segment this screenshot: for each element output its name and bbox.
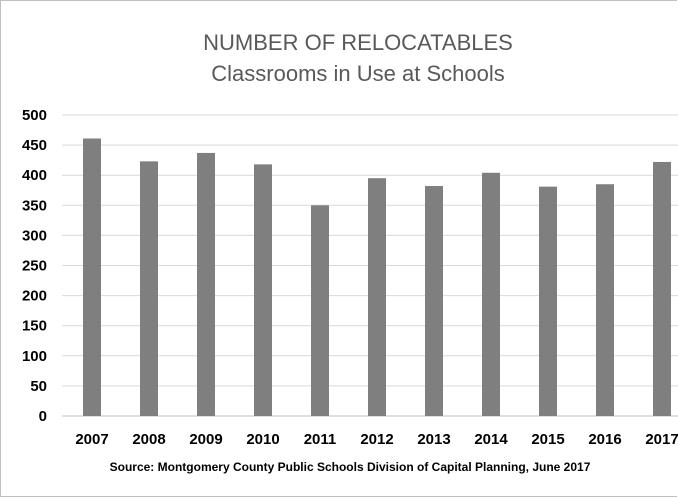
y-tick-label: 500 bbox=[22, 107, 47, 124]
bar-2009 bbox=[197, 152, 215, 416]
y-axis-ticks: 0 50 100 150 200 250 300 350 400 450 500 bbox=[22, 107, 47, 425]
x-tick-label: 2016 bbox=[588, 431, 621, 448]
x-tick-label: 2013 bbox=[417, 431, 450, 448]
y-tick-label: 100 bbox=[22, 348, 47, 365]
y-tick-label: 150 bbox=[22, 318, 47, 335]
x-tick-label: 2008 bbox=[132, 431, 165, 448]
bar-2012 bbox=[368, 178, 386, 416]
x-tick-label: 2017 bbox=[645, 431, 678, 448]
bar-2015 bbox=[539, 186, 557, 416]
y-tick-label: 450 bbox=[22, 137, 47, 154]
bar-2011 bbox=[311, 205, 329, 416]
y-tick-label: 250 bbox=[22, 258, 47, 275]
y-tick-label: 400 bbox=[22, 167, 47, 184]
bars bbox=[83, 138, 671, 416]
x-tick-label: 2009 bbox=[189, 431, 222, 448]
x-tick-label: 2007 bbox=[75, 431, 108, 448]
bar-2017 bbox=[653, 161, 671, 416]
y-tick-label: 300 bbox=[22, 227, 47, 244]
bar-2008 bbox=[140, 161, 158, 416]
x-tick-label: 2014 bbox=[474, 431, 508, 448]
chart-subtitle: Classrooms in Use at Schools bbox=[211, 61, 504, 86]
y-tick-label: 350 bbox=[22, 197, 47, 214]
x-tick-label: 2015 bbox=[531, 431, 564, 448]
bar-2013 bbox=[425, 186, 443, 416]
x-tick-label: 2010 bbox=[246, 431, 279, 448]
y-tick-label: 50 bbox=[30, 378, 47, 395]
bar-2014 bbox=[482, 172, 500, 416]
source-note: Source: Montgomery County Public Schools… bbox=[110, 460, 591, 474]
x-axis-ticks: 2007 2008 2009 2010 2011 2012 2013 2014 2015 2016… bbox=[75, 431, 678, 448]
bar-2010 bbox=[254, 164, 272, 416]
y-tick-label: 200 bbox=[22, 288, 47, 305]
bar-2016 bbox=[596, 184, 614, 416]
chart-title: NUMBER OF RELOCATABLES bbox=[203, 30, 513, 55]
x-tick-label: 2011 bbox=[304, 431, 337, 448]
x-tick-label: 2012 bbox=[360, 431, 393, 448]
y-tick-label: 0 bbox=[39, 408, 47, 425]
bar-2007 bbox=[83, 138, 101, 416]
